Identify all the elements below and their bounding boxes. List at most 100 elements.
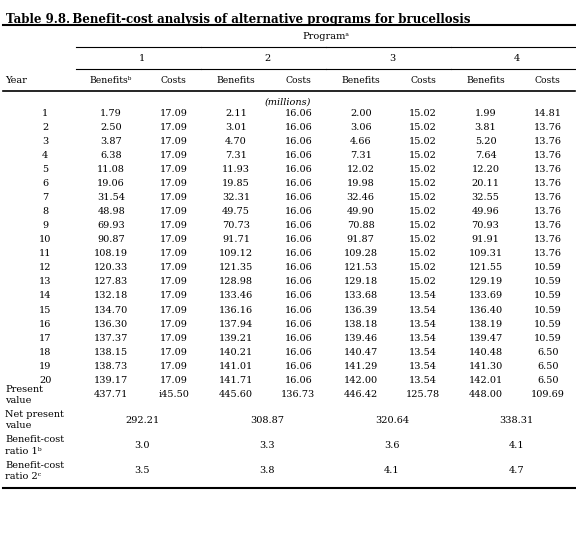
- Text: 437.71: 437.71: [94, 390, 128, 399]
- Text: 132.18: 132.18: [94, 291, 128, 300]
- Text: 6.38: 6.38: [100, 151, 122, 160]
- Text: 141.71: 141.71: [219, 375, 253, 385]
- Text: 17.09: 17.09: [160, 348, 187, 356]
- Text: 16.06: 16.06: [285, 250, 312, 258]
- Text: 16.06: 16.06: [285, 375, 312, 385]
- Text: Benefits: Benefits: [466, 76, 505, 85]
- Text: 128.98: 128.98: [219, 277, 253, 286]
- Text: 17.09: 17.09: [160, 221, 187, 230]
- Text: 10.59: 10.59: [534, 277, 562, 286]
- Text: Year: Year: [5, 76, 27, 85]
- Text: 3: 3: [389, 53, 395, 62]
- Text: 13.76: 13.76: [534, 235, 562, 245]
- Text: 1: 1: [139, 53, 146, 62]
- Text: 17.09: 17.09: [160, 151, 187, 160]
- Text: 12.20: 12.20: [472, 165, 499, 174]
- Text: 138.19: 138.19: [468, 320, 503, 329]
- Text: 121.53: 121.53: [344, 263, 378, 272]
- Text: 3.5: 3.5: [135, 466, 150, 475]
- Text: 3.3: 3.3: [259, 441, 275, 450]
- Text: 13.76: 13.76: [534, 221, 562, 230]
- Text: 16.06: 16.06: [285, 277, 312, 286]
- Text: 32.55: 32.55: [472, 193, 499, 202]
- Text: 16.06: 16.06: [285, 207, 312, 216]
- Text: 446.42: 446.42: [344, 390, 378, 399]
- Text: 137.94: 137.94: [219, 320, 253, 329]
- Text: 14.81: 14.81: [534, 109, 562, 118]
- Text: 32.46: 32.46: [347, 193, 375, 202]
- Text: Benefit-cost: Benefit-cost: [5, 436, 65, 444]
- Text: Benefits: Benefits: [342, 76, 380, 85]
- Text: 17.09: 17.09: [160, 320, 187, 329]
- Text: 16.06: 16.06: [285, 109, 312, 118]
- Text: 6.50: 6.50: [537, 361, 559, 370]
- Text: Benefitsᵇ: Benefitsᵇ: [90, 76, 132, 85]
- Text: 16.06: 16.06: [285, 151, 312, 160]
- Text: 4.1: 4.1: [509, 441, 525, 450]
- Text: 13.76: 13.76: [534, 207, 562, 216]
- Text: 4: 4: [514, 53, 520, 62]
- Text: 91.71: 91.71: [222, 235, 250, 245]
- Text: 133.46: 133.46: [219, 291, 253, 300]
- Text: 10: 10: [39, 235, 51, 245]
- Text: 19: 19: [39, 361, 51, 370]
- Text: 17.09: 17.09: [160, 165, 187, 174]
- Text: 129.19: 129.19: [468, 277, 503, 286]
- Text: 9: 9: [42, 221, 48, 230]
- Text: 2.00: 2.00: [350, 109, 372, 118]
- Text: 16.06: 16.06: [285, 305, 312, 315]
- Text: 6.50: 6.50: [537, 375, 559, 385]
- Text: 20: 20: [39, 375, 51, 385]
- Text: 4: 4: [42, 151, 48, 160]
- Text: 13.54: 13.54: [409, 334, 437, 343]
- Text: Costs: Costs: [285, 76, 311, 85]
- Text: 48.98: 48.98: [97, 207, 125, 216]
- Text: 134.70: 134.70: [94, 305, 128, 315]
- Text: 137.37: 137.37: [94, 334, 128, 343]
- Text: 13.54: 13.54: [409, 320, 437, 329]
- Text: 15.02: 15.02: [409, 109, 437, 118]
- Text: 15.02: 15.02: [409, 179, 437, 188]
- Text: 13.54: 13.54: [409, 375, 437, 385]
- Text: 16.06: 16.06: [285, 235, 312, 245]
- Text: 16.06: 16.06: [285, 361, 312, 370]
- Text: Benefit-cost analysis of alternative programs for brucellosis: Benefit-cost analysis of alternative pro…: [60, 13, 471, 26]
- Text: 3.0: 3.0: [135, 441, 150, 450]
- Text: 2.50: 2.50: [100, 123, 122, 132]
- Text: 4.1: 4.1: [384, 466, 400, 475]
- Text: 3: 3: [42, 137, 48, 146]
- Text: 448.00: 448.00: [468, 390, 502, 399]
- Text: value: value: [5, 396, 32, 405]
- Text: 2: 2: [264, 53, 270, 62]
- Text: 138.15: 138.15: [94, 348, 128, 356]
- Text: 140.47: 140.47: [344, 348, 378, 356]
- Text: 141.29: 141.29: [344, 361, 378, 370]
- Text: 15: 15: [39, 305, 51, 315]
- Text: 19.85: 19.85: [222, 179, 250, 188]
- Text: 139.17: 139.17: [94, 375, 128, 385]
- Text: 3.01: 3.01: [225, 123, 247, 132]
- Text: 91.91: 91.91: [472, 235, 499, 245]
- Text: 120.33: 120.33: [94, 263, 128, 272]
- Text: 15.02: 15.02: [409, 235, 437, 245]
- Text: 16: 16: [39, 320, 51, 329]
- Text: 308.87: 308.87: [250, 416, 284, 424]
- Text: 19.98: 19.98: [347, 179, 374, 188]
- Text: 4.66: 4.66: [350, 137, 372, 146]
- Text: 16.06: 16.06: [285, 165, 312, 174]
- Text: 14: 14: [39, 291, 52, 300]
- Text: 17.09: 17.09: [160, 109, 187, 118]
- Text: 139.21: 139.21: [219, 334, 253, 343]
- Text: 91.87: 91.87: [347, 235, 374, 245]
- Text: 10.59: 10.59: [534, 263, 562, 272]
- Text: 13.54: 13.54: [409, 291, 437, 300]
- Text: 139.46: 139.46: [344, 334, 378, 343]
- Text: 13.76: 13.76: [534, 165, 562, 174]
- Text: 16.06: 16.06: [285, 123, 312, 132]
- Text: 70.73: 70.73: [222, 221, 250, 230]
- Text: 13.54: 13.54: [409, 348, 437, 356]
- Text: 136.40: 136.40: [468, 305, 503, 315]
- Text: Table 9.8.: Table 9.8.: [6, 13, 70, 26]
- Text: 109.69: 109.69: [531, 390, 565, 399]
- Text: 109.12: 109.12: [219, 250, 253, 258]
